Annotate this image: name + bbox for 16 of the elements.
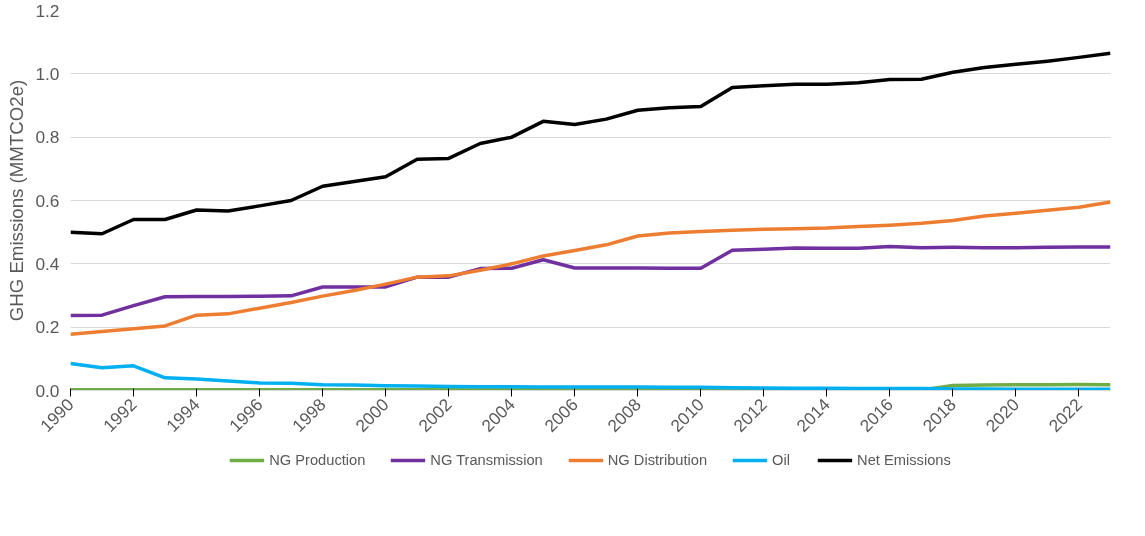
legend-label: Oil [772,452,792,468]
y-tick-label: 0.0 [35,380,60,401]
line-series [70,361,1111,391]
legend-label: NG Distribution [607,452,708,468]
legend-label: NG Production [269,452,366,468]
legend-label: NG Transmission [430,452,543,468]
y-tick-label: 0.2 [35,317,60,338]
y-tick-label: 0.8 [35,127,60,148]
y-tick-label: 1.0 [35,63,60,84]
y-axis-title: GHG Emissions (MMTCO2e) [6,79,28,322]
y-tick-label: 0.6 [35,190,60,211]
y-tick-label: 0.4 [35,253,60,274]
y-tick-label: 1.2 [35,0,60,21]
legend-label: Net Emissions [857,452,951,468]
line-series [70,200,1111,336]
line-series [70,51,1111,236]
